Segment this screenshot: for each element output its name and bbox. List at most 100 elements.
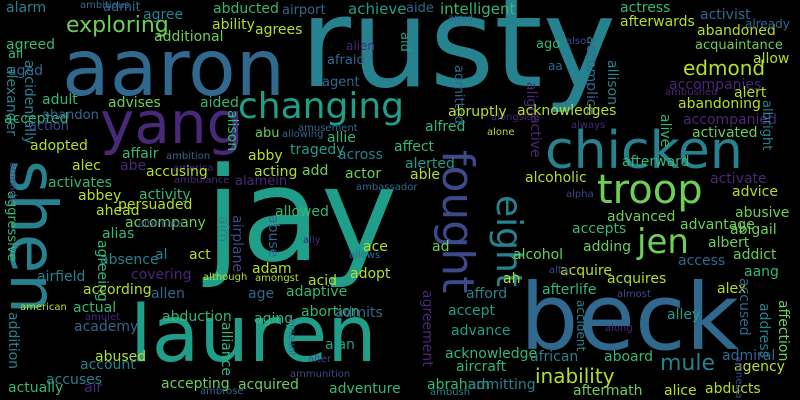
word: ambulance bbox=[174, 175, 230, 186]
word: amnesia bbox=[733, 355, 744, 398]
word: beck bbox=[520, 264, 739, 371]
word: troop bbox=[597, 167, 703, 213]
word: ambition bbox=[166, 151, 211, 162]
word: abruptly bbox=[448, 104, 507, 120]
word: acid bbox=[308, 273, 338, 289]
word: accident bbox=[574, 300, 588, 352]
word: abortion bbox=[301, 304, 360, 320]
word: inability bbox=[535, 364, 615, 388]
word: activity bbox=[139, 187, 191, 203]
word: advanced bbox=[607, 209, 676, 225]
word: american bbox=[20, 302, 67, 313]
word: ambassador bbox=[356, 182, 418, 193]
word: acquired bbox=[238, 377, 299, 393]
word: aim bbox=[215, 216, 231, 243]
word: affair bbox=[122, 146, 159, 162]
word: admitting bbox=[468, 377, 536, 393]
word: allowed bbox=[275, 204, 329, 220]
word: according bbox=[83, 282, 152, 298]
word: activist bbox=[700, 7, 751, 23]
word: ally bbox=[303, 235, 321, 246]
word: accepting bbox=[161, 376, 230, 392]
word: add bbox=[302, 163, 329, 179]
word: abduction bbox=[162, 309, 232, 325]
word: abducted bbox=[213, 1, 279, 17]
word: abby bbox=[248, 148, 283, 164]
word: account bbox=[80, 357, 136, 373]
word: absence bbox=[100, 252, 159, 268]
word: aang bbox=[744, 264, 779, 280]
word: activated bbox=[692, 125, 758, 141]
word: admitted bbox=[451, 65, 466, 124]
word: abandoning bbox=[678, 96, 761, 112]
word: mule bbox=[660, 351, 716, 376]
word: changing bbox=[238, 86, 405, 127]
word: albright bbox=[759, 100, 774, 151]
word: acting bbox=[254, 164, 298, 180]
word: ad bbox=[432, 239, 450, 255]
word: ahead bbox=[96, 203, 140, 219]
word: adult bbox=[42, 92, 78, 108]
word: addict bbox=[733, 247, 777, 263]
word: ah bbox=[503, 271, 521, 287]
word: affect bbox=[394, 139, 435, 155]
word: shen bbox=[0, 160, 69, 314]
word: act bbox=[189, 247, 211, 263]
word: alive bbox=[657, 114, 673, 148]
word: address bbox=[756, 303, 772, 359]
word: accomplice bbox=[583, 36, 599, 116]
word: alcoholic bbox=[525, 170, 587, 186]
word: aboard bbox=[604, 349, 654, 365]
word: alias bbox=[102, 226, 135, 242]
word: acknowledges bbox=[517, 103, 617, 119]
word: admiral bbox=[722, 348, 776, 364]
word: admit bbox=[103, 0, 141, 15]
word: airplane bbox=[229, 215, 245, 273]
word: yang bbox=[100, 89, 244, 157]
word: alan bbox=[325, 337, 355, 353]
word: allen bbox=[151, 286, 185, 302]
word: amusement bbox=[298, 123, 358, 134]
word: intelligent bbox=[440, 0, 516, 18]
word: accidentally bbox=[21, 60, 37, 145]
word: activate bbox=[710, 171, 767, 187]
word: america bbox=[173, 163, 214, 174]
word: agree bbox=[143, 7, 184, 23]
word: ability bbox=[212, 17, 255, 33]
word: action bbox=[29, 119, 70, 134]
word: achieve bbox=[348, 0, 407, 18]
word: alamein bbox=[235, 174, 288, 189]
word: allows bbox=[349, 250, 381, 261]
word: afterlife bbox=[542, 282, 597, 298]
word: aided bbox=[200, 95, 239, 111]
word: accept bbox=[448, 303, 495, 319]
word: align bbox=[523, 82, 539, 117]
word: accuses bbox=[46, 372, 103, 388]
word: always bbox=[571, 120, 606, 131]
word: amount bbox=[286, 318, 297, 357]
word: ammunition bbox=[290, 369, 351, 380]
word: allison bbox=[604, 60, 620, 105]
word: academy bbox=[74, 319, 139, 335]
word: allow bbox=[753, 51, 790, 67]
word: actual bbox=[73, 300, 117, 316]
word: aa bbox=[548, 59, 563, 73]
word: jay bbox=[205, 139, 398, 291]
word: adopt bbox=[350, 266, 391, 282]
word: aftermath bbox=[573, 383, 643, 399]
word: ambush bbox=[430, 387, 471, 398]
word: african bbox=[530, 349, 579, 365]
word: alternate bbox=[138, 219, 184, 230]
word: advises bbox=[108, 95, 161, 111]
word: chicken bbox=[545, 121, 743, 181]
word: albert bbox=[708, 235, 750, 251]
word: although bbox=[203, 272, 248, 283]
word: afraid bbox=[327, 53, 365, 68]
word: abraham bbox=[427, 377, 490, 393]
word: active bbox=[527, 115, 543, 158]
word: persuaded bbox=[118, 197, 193, 213]
word: also bbox=[566, 36, 587, 47]
word: abu bbox=[255, 126, 280, 141]
word: alien bbox=[346, 39, 376, 53]
word: alfred bbox=[425, 119, 466, 135]
